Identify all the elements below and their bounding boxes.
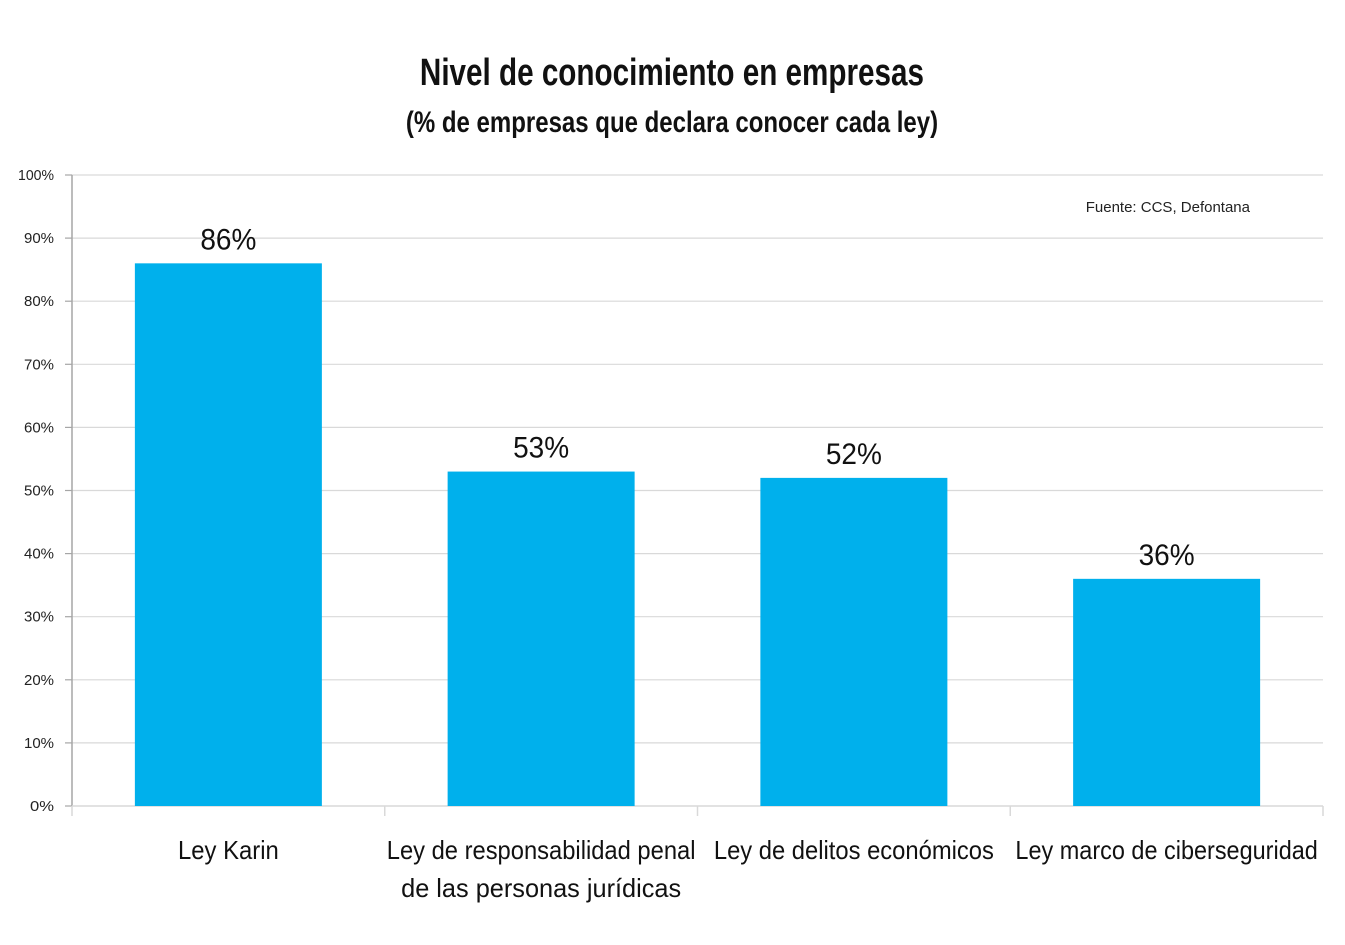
bar [134, 263, 322, 807]
data-label: 36% [1139, 539, 1195, 572]
y-tick-label: 70% [24, 356, 54, 373]
y-tick-label: 30% [24, 609, 54, 626]
y-tick-label: 20% [24, 672, 54, 689]
y-tick-label: 90% [24, 230, 54, 247]
category-label: Ley de delitos económicos [714, 835, 994, 865]
y-tick-label: 100% [18, 167, 54, 184]
chart-subtitle: (% de empresas que declara conocer cada … [405, 106, 939, 139]
bar [760, 477, 948, 806]
y-tick-label: 10% [24, 735, 54, 752]
category-label: Ley de responsabilidad penal [387, 835, 696, 865]
data-label: 52% [826, 438, 882, 471]
category-labels: Ley Karin Ley de responsabilidad penal de … [178, 835, 1318, 903]
y-tick-label: 40% [24, 546, 54, 563]
x-axis [71, 805, 1324, 816]
y-tick-label: 0% [30, 798, 54, 815]
y-axis: 0% 10% 20% 30% 40% 50% 60% 70% 80% 90% 100% [18, 167, 73, 815]
category-label: de las personas jurídicas [401, 873, 681, 903]
y-tick-label: 60% [24, 419, 54, 436]
data-label: 53% [513, 432, 569, 465]
bar [447, 471, 635, 806]
chart-title: Nivel de conocimiento en empresas [419, 52, 924, 94]
category-label: Ley Karin [178, 835, 279, 865]
y-tick-label: 50% [24, 483, 54, 500]
category-label: Ley marco de ciberseguridad [1015, 835, 1317, 865]
bars [134, 263, 1261, 807]
data-label: 86% [200, 223, 256, 256]
source-note: Fuente: CCS, Defontana [1086, 199, 1251, 216]
data-labels: 86% 53% 52% 36% [200, 223, 1194, 572]
y-tick-label: 80% [24, 293, 54, 310]
bar [1073, 578, 1261, 806]
